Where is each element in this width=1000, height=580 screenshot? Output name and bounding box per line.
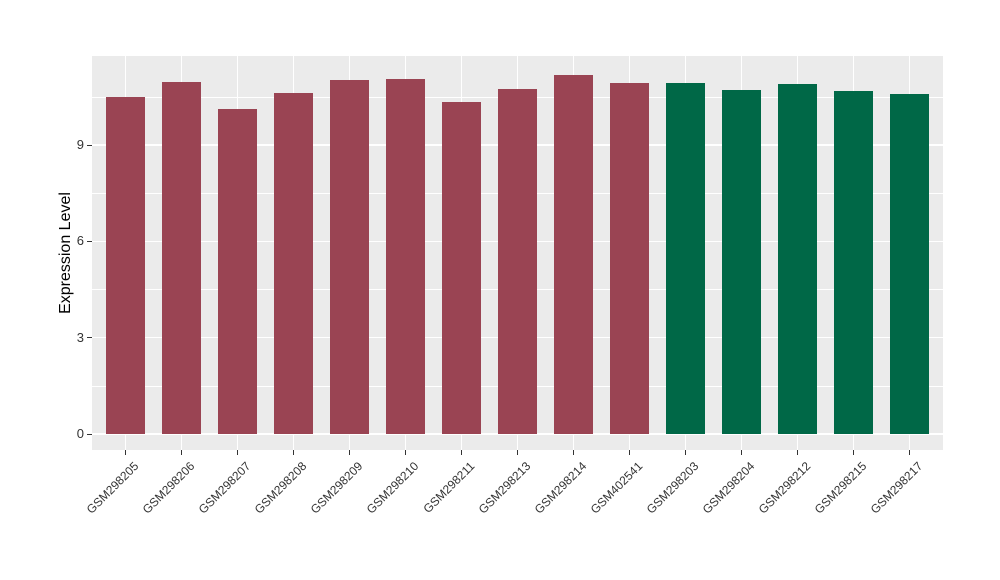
x-tick-mark — [517, 450, 518, 455]
x-tick-label: GSM402541 — [587, 459, 646, 517]
x-tick-mark — [349, 450, 350, 455]
x-tick-mark — [237, 450, 239, 455]
bar — [721, 89, 762, 434]
y-tick-label: 3 — [76, 329, 84, 345]
bar — [665, 83, 706, 434]
x-tick-label: GSM298209 — [307, 459, 366, 517]
bar — [889, 94, 929, 434]
x-tick-mark — [796, 450, 798, 455]
bar — [553, 75, 594, 434]
bar — [777, 84, 817, 434]
x-tick-label: GSM298203 — [643, 459, 702, 517]
x-tick-label: GSM298213 — [475, 459, 534, 517]
y-tick-mark — [87, 337, 92, 339]
y-tick-label: 6 — [76, 233, 84, 249]
bar — [833, 90, 873, 434]
x-tick-label: GSM298205 — [83, 459, 142, 517]
y-tick-label: 9 — [76, 137, 84, 153]
x-tick-mark — [629, 450, 630, 455]
x-tick-label: GSM298215 — [811, 459, 870, 517]
bar — [329, 79, 370, 434]
y-tick-mark — [87, 433, 92, 435]
x-tick-mark — [685, 450, 686, 455]
x-tick-label: GSM298212 — [755, 459, 814, 517]
x-tick-label: GSM298204 — [699, 459, 758, 517]
x-tick-mark — [573, 450, 574, 455]
y-tick-mark — [87, 144, 92, 146]
bar — [106, 96, 146, 434]
x-tick-mark — [181, 450, 183, 455]
x-tick-mark — [740, 450, 742, 455]
x-tick-mark — [461, 450, 462, 455]
x-tick-mark — [405, 450, 406, 455]
x-tick-mark — [908, 450, 910, 455]
x-tick-label: GSM298211 — [420, 459, 478, 516]
y-tick-label: 0 — [76, 426, 84, 441]
y-tick-mark — [87, 240, 92, 242]
x-tick-label: GSM298217 — [867, 459, 926, 517]
x-tick-mark — [852, 450, 854, 455]
x-tick-label: GSM298214 — [531, 459, 590, 517]
x-tick-label: GSM298210 — [363, 459, 422, 517]
plot-panel — [92, 56, 943, 450]
bar — [441, 102, 482, 434]
bar — [274, 92, 314, 434]
x-tick-label: GSM298206 — [139, 459, 198, 517]
bar — [162, 81, 202, 434]
gridline-major — [92, 433, 943, 435]
x-tick-label: GSM298207 — [195, 459, 254, 517]
x-tick-label: GSM298208 — [251, 459, 310, 517]
bar — [609, 83, 650, 434]
x-tick-mark — [293, 450, 295, 455]
bar — [218, 108, 258, 434]
bar — [497, 88, 538, 434]
bar — [385, 79, 426, 434]
x-tick-mark — [125, 450, 127, 455]
